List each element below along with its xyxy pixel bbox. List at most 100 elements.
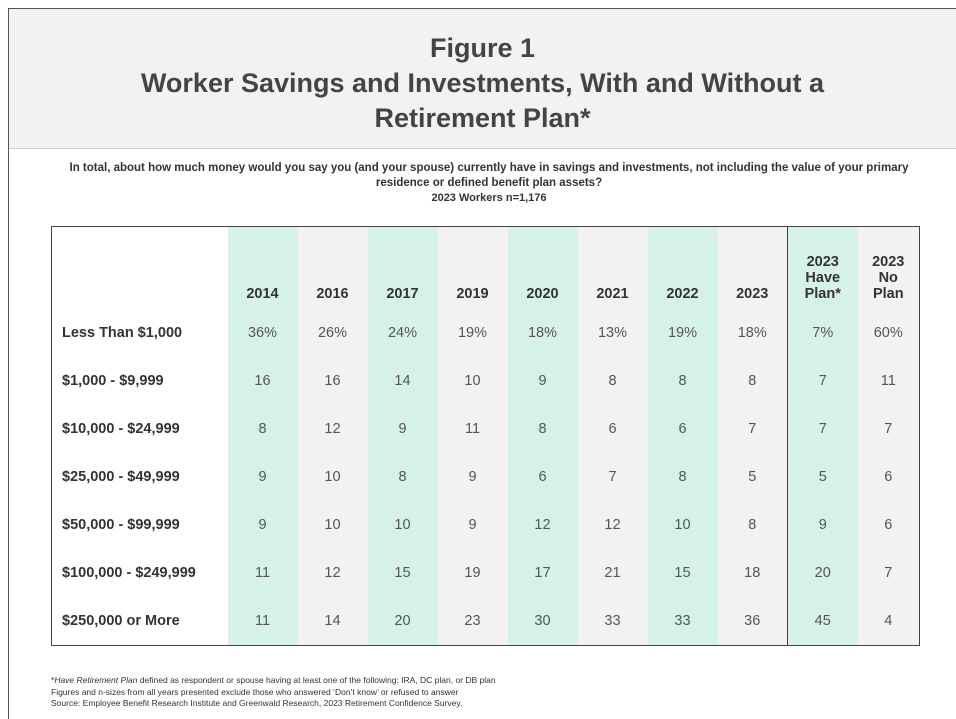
table-cell: 10 — [437, 357, 508, 405]
table-cell: 30 — [507, 597, 578, 646]
column-header: 2023 — [717, 226, 788, 309]
table-cell: 18% — [507, 309, 578, 357]
column-header: 2023 Have Plan* — [787, 226, 858, 309]
column-header: 2019 — [437, 226, 508, 309]
row-label: $1,000 - $9,999 — [62, 373, 164, 389]
table-cell: 15 — [367, 549, 438, 597]
table-cell: 9 — [437, 453, 508, 501]
table-cell: 5 — [717, 453, 788, 501]
table-cell: 12 — [507, 501, 578, 549]
question-text: In total, about how much money would you… — [69, 162, 909, 189]
figure-frame: Figure 1 Worker Savings and Investments,… — [8, 8, 956, 719]
table-cell: 9 — [787, 501, 858, 549]
table-cell: 11 — [437, 405, 508, 453]
table-row: $250,000 or More 11 14 20 23 30 33 33 36 45 4 — [52, 597, 920, 646]
column-header-text: 2016 — [316, 286, 349, 302]
table-cell: 8 — [717, 357, 788, 405]
table-cell: 19% — [647, 309, 718, 357]
table-cell: 9 — [437, 501, 508, 549]
question: In total, about how much money would you… — [59, 161, 919, 206]
table-cell: 11 — [857, 357, 920, 405]
table-cell: 36% — [227, 309, 298, 357]
table-cell: 12 — [297, 549, 368, 597]
table-cell: 9 — [227, 501, 298, 549]
table-cell: 16 — [227, 357, 298, 405]
column-header-text: 2020 — [526, 286, 559, 302]
table-cell: 10 — [647, 501, 718, 549]
table-cell: 8 — [367, 453, 438, 501]
table-cell: 18% — [717, 309, 788, 357]
column-header-text: 2022 — [666, 286, 699, 302]
table-cell: 7 — [857, 549, 920, 597]
table-cell: 7 — [857, 405, 920, 453]
column-header-text: 2019 — [456, 286, 489, 302]
column-header: 2017 — [367, 226, 438, 309]
row-label: $50,000 - $99,999 — [62, 517, 180, 533]
table-cell: 7 — [577, 453, 648, 501]
table-cell: 7 — [787, 405, 858, 453]
table-cell: 13% — [577, 309, 648, 357]
column-header: 2023 No Plan — [857, 226, 920, 309]
table-cell: 15 — [647, 549, 718, 597]
table-cell: 6 — [507, 453, 578, 501]
footnotes: *Have Retirement Plan defined as respond… — [51, 675, 496, 710]
table-cell: 9 — [367, 405, 438, 453]
footnote: Source: Employee Benefit Research Instit… — [51, 698, 463, 708]
table-cell: 14 — [367, 357, 438, 405]
table-cell: 12 — [577, 501, 648, 549]
table-cell: 18 — [717, 549, 788, 597]
table-cell: 24% — [367, 309, 438, 357]
table-cell: 8 — [577, 357, 648, 405]
table-cell: 20 — [787, 549, 858, 597]
table-cell: 19 — [437, 549, 508, 597]
table-cell: 6 — [857, 453, 920, 501]
table-row: $10,000 - $24,999 8 12 9 11 8 6 6 7 7 7 — [52, 405, 920, 453]
footnote: *Have Retirement Plan defined as respond… — [51, 675, 496, 687]
table-cell: 7% — [787, 309, 858, 357]
table-cell: 7 — [787, 357, 858, 405]
figure-title: Worker Savings and Investments, With and… — [140, 68, 825, 133]
table-cell: 6 — [647, 405, 718, 453]
table-cell: 8 — [507, 405, 578, 453]
table-cell: 8 — [647, 357, 718, 405]
table-cell: 10 — [367, 501, 438, 549]
row-label: $100,000 - $249,999 — [62, 565, 196, 581]
footnote-text: defined as respondent or spouse having a… — [137, 675, 496, 685]
table-cell: 33 — [647, 597, 718, 646]
footnote-term: Have Retirement Plan — [54, 675, 138, 685]
data-table: 2014 2016 2017 2019 2020 2021 2022 2023 2023 Hav… — [51, 226, 920, 646]
column-header: 2022 — [647, 226, 718, 309]
table-cell: 19% — [437, 309, 508, 357]
corner-cell — [52, 227, 228, 310]
table-body: Less Than $1,000 36% 26% 24% 19% 18% 13% 19% 18%… — [52, 309, 920, 646]
table-cell: 21 — [577, 549, 648, 597]
table-cell: 11 — [227, 597, 298, 646]
table-cell: 8 — [717, 501, 788, 549]
table-cell: 6 — [857, 501, 920, 549]
table-cell: 10 — [297, 501, 368, 549]
row-label: $250,000 or More — [62, 613, 180, 629]
column-header-text: 2023 No Plan — [872, 254, 905, 302]
figure-number: Figure 1 — [429, 33, 536, 63]
table-cell: 33 — [577, 597, 648, 646]
sample-size: 2023 Workers n=1,176 — [431, 192, 547, 204]
header: Figure 1 Worker Savings and Investments,… — [9, 9, 956, 149]
table-cell: 5 — [787, 453, 858, 501]
table-cell: 10 — [297, 453, 368, 501]
row-label: $10,000 - $24,999 — [62, 421, 180, 437]
table-cell: 14 — [297, 597, 368, 646]
column-header: 2014 — [227, 226, 298, 309]
table-cell: 8 — [647, 453, 718, 501]
table-cell: 6 — [577, 405, 648, 453]
table-cell: 16 — [297, 357, 368, 405]
column-header: 2021 — [577, 226, 648, 309]
table-cell: 26% — [297, 309, 368, 357]
column-header-text: 2023 — [736, 286, 769, 302]
table-cell: 23 — [437, 597, 508, 646]
table-cell: 8 — [227, 405, 298, 453]
column-header-text: 2014 — [246, 286, 279, 302]
row-label: Less Than $1,000 — [62, 325, 183, 341]
table-cell: 11 — [227, 549, 298, 597]
table-row: Less Than $1,000 36% 26% 24% 19% 18% 13% 19% 18%… — [52, 309, 920, 357]
table-row: $100,000 - $249,999 11 12 15 19 17 21 15 18 20 7 — [52, 549, 920, 597]
